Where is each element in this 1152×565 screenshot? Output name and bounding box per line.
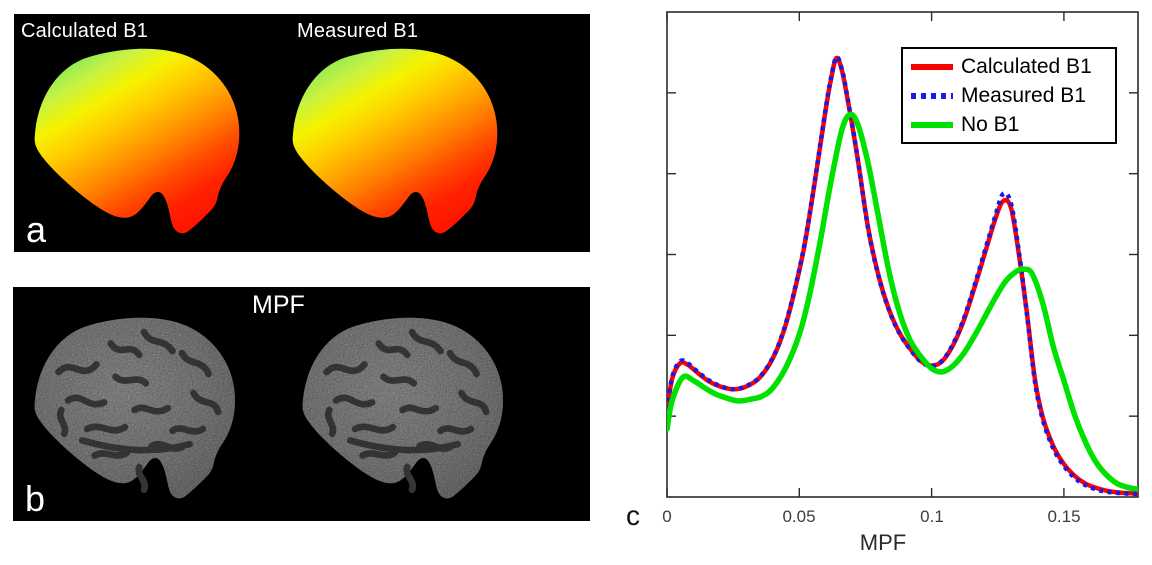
legend-row-measured-b1: Measured B1: [909, 81, 1109, 110]
legend-swatch-calculated: [911, 63, 953, 70]
xtick-005: 0.05: [782, 507, 816, 526]
panel-a-tag: a: [26, 209, 47, 250]
b1-maps-svg: [34, 48, 498, 234]
legend-label-measured: Measured B1: [961, 83, 1086, 107]
calculated-b1-label: Calculated B1: [21, 20, 149, 42]
legend-swatch-nob1: [911, 121, 953, 128]
series-no-b1: [667, 111, 1138, 492]
x-axis-label: MPF: [859, 530, 907, 555]
xtick-01: 0.1: [920, 507, 944, 526]
mpf-maps-svg: [34, 317, 503, 499]
mpf-title: MPF: [252, 291, 305, 319]
xtick-0: 0: [662, 507, 672, 526]
legend-swatch-measured: [911, 92, 953, 99]
legend-label-calculated: Calculated B1: [961, 54, 1092, 78]
mpf-map-right: [302, 317, 503, 499]
xtick-015: 0.15: [1047, 507, 1081, 526]
mpf-histogram-chart: [666, 11, 1139, 498]
panel-a: Calculated B1 Measured B1 a: [14, 14, 590, 252]
panel-c-tag: c: [626, 500, 640, 531]
legend-label-nob1: No B1: [961, 112, 1020, 136]
mpf-map-left: [34, 317, 235, 499]
measured-b1-map: [292, 48, 498, 234]
panel-b-tag: b: [25, 478, 46, 519]
chart-legend: Calculated B1 Measured B1 No B1: [901, 47, 1117, 144]
legend-row-calculated-b1: Calculated B1: [909, 52, 1109, 81]
panel-b: MPF b: [13, 287, 590, 521]
calculated-b1-map: [34, 48, 240, 234]
measured-b1-label: Measured B1: [297, 20, 419, 42]
legend-row-no-b1: No B1: [909, 110, 1109, 139]
